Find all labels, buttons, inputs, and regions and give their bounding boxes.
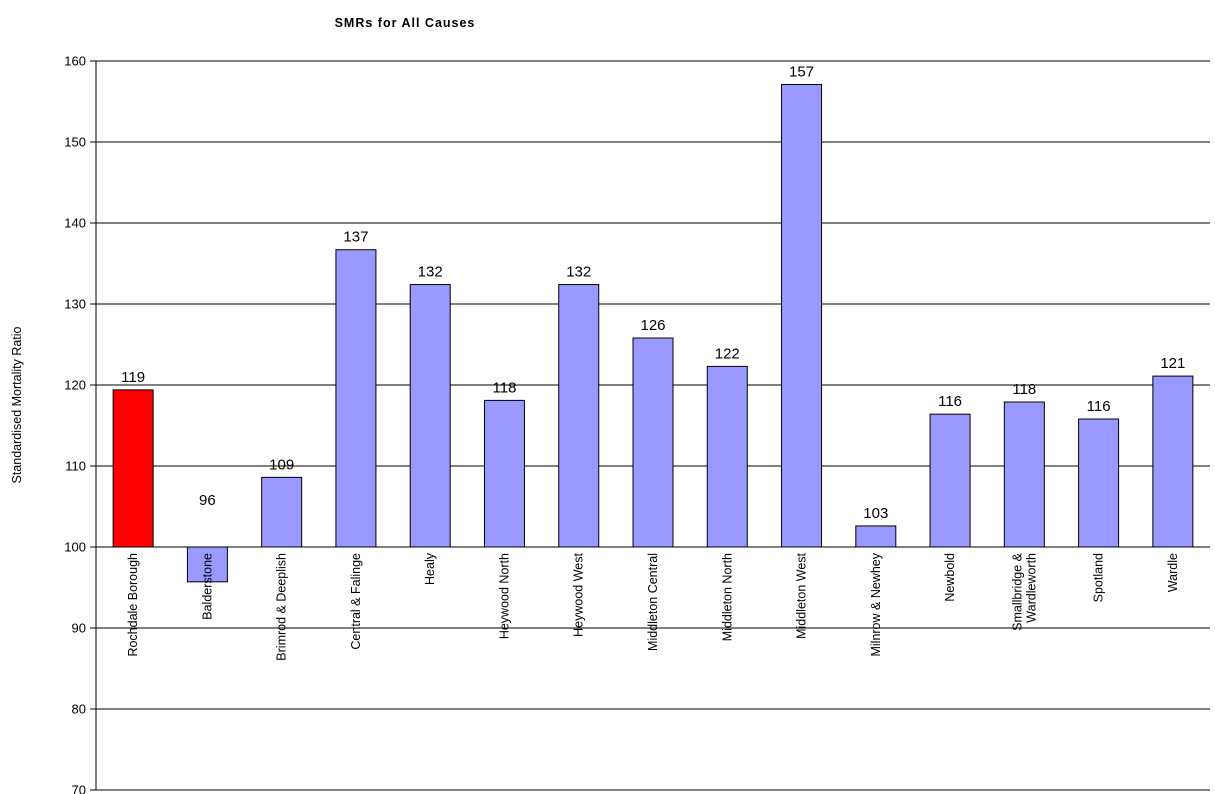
data-labels: 119 96 109 137 132 118 132 126 122 157 103 116 118 11… bbox=[121, 63, 1185, 521]
bar bbox=[1003, 401, 1045, 548]
bar bbox=[706, 365, 748, 548]
data-label: 126 bbox=[640, 317, 665, 334]
bar bbox=[1078, 418, 1120, 548]
bar bbox=[632, 337, 674, 548]
data-label: 96 bbox=[199, 492, 216, 509]
x-category-label: Middleton West bbox=[795, 552, 809, 638]
data-label: 157 bbox=[789, 63, 814, 80]
data-label: 121 bbox=[1160, 355, 1185, 372]
data-label: 137 bbox=[343, 229, 368, 246]
y-tick-label: 130 bbox=[64, 297, 86, 312]
x-category-label: Central & Falinge bbox=[349, 553, 363, 650]
bar bbox=[112, 389, 154, 548]
bars bbox=[112, 83, 1194, 583]
x-category-label: Smallbridge & bbox=[1010, 552, 1024, 630]
x-category-label: Healy bbox=[423, 552, 437, 585]
bar bbox=[261, 476, 303, 548]
bar bbox=[186, 546, 228, 583]
category-labels: Rochdale Borough Balderstone Brimrod & Dee… bbox=[126, 552, 1180, 660]
x-category-label: Brimrod & Deeplish bbox=[275, 553, 289, 661]
bar bbox=[335, 249, 377, 548]
y-tick-label: 80 bbox=[72, 702, 86, 717]
y-tick-label: 70 bbox=[72, 783, 86, 794]
y-tick-label: 110 bbox=[65, 459, 86, 474]
data-label: 109 bbox=[269, 456, 294, 473]
x-category-label: Rochdale Borough bbox=[126, 553, 140, 657]
bar bbox=[558, 284, 600, 548]
bar bbox=[781, 83, 823, 548]
chart-title: SMRs for All Causes bbox=[334, 16, 476, 30]
data-label: 119 bbox=[121, 369, 145, 386]
data-label: 122 bbox=[715, 345, 740, 362]
y-tick-label: 100 bbox=[64, 540, 86, 555]
data-label: 103 bbox=[863, 505, 888, 522]
data-label: 132 bbox=[566, 264, 591, 281]
y-tick-label: 90 bbox=[72, 621, 86, 636]
x-category-label: Newbold bbox=[943, 553, 957, 602]
bar bbox=[929, 413, 971, 548]
y-tick-label: 160 bbox=[64, 54, 86, 69]
data-label: 118 bbox=[1012, 381, 1036, 398]
data-label: 132 bbox=[418, 264, 443, 281]
x-category-label: Middleton North bbox=[720, 553, 734, 641]
x-category-label: Heywood North bbox=[497, 553, 511, 639]
bar bbox=[409, 284, 451, 548]
x-category-label: Balderstone bbox=[200, 553, 214, 620]
x-category-label: Milnrow & Newhey bbox=[869, 552, 883, 656]
x-category-label: Heywood West bbox=[572, 552, 586, 636]
x-category-label: Wardleworth bbox=[1024, 553, 1038, 623]
data-label: 116 bbox=[938, 393, 962, 410]
data-label: 118 bbox=[493, 379, 517, 396]
y-tick-label: 140 bbox=[64, 216, 86, 231]
bar bbox=[855, 525, 897, 548]
data-label: 116 bbox=[1087, 398, 1111, 415]
x-category-label: Middleton Central bbox=[646, 553, 660, 651]
bar bbox=[483, 399, 525, 548]
y-tick-label: 150 bbox=[64, 135, 86, 150]
x-category-label: Wardle bbox=[1166, 553, 1180, 592]
bar bbox=[1152, 375, 1194, 548]
x-category-label: Spotland bbox=[1092, 553, 1106, 602]
y-tick-label: 120 bbox=[64, 378, 86, 393]
